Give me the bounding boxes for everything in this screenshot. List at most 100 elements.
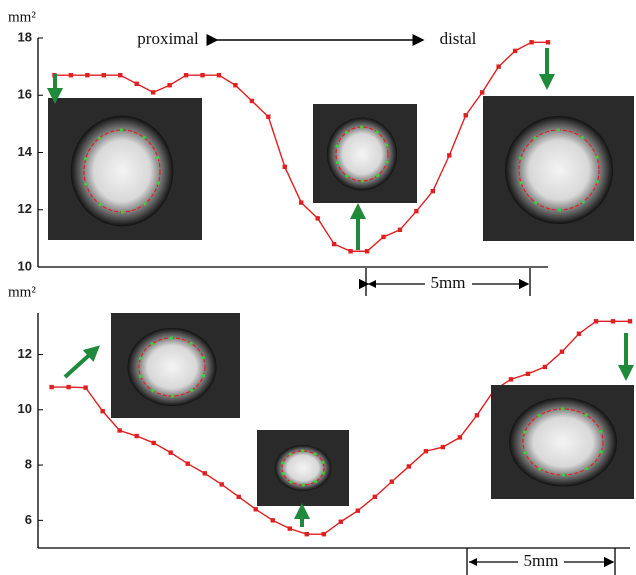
data-point: [373, 495, 377, 499]
data-point: [414, 209, 418, 213]
data-point: [151, 90, 155, 94]
y-tick-label: 8: [25, 456, 32, 471]
contour-point: [336, 161, 339, 164]
contour-point: [345, 131, 348, 134]
data-point: [509, 377, 513, 381]
contour-point: [151, 389, 154, 392]
image-blob: [509, 397, 617, 486]
contour-point: [385, 160, 388, 163]
contour-point: [289, 480, 292, 483]
data-point: [464, 113, 468, 117]
contour-point: [156, 156, 159, 159]
inset-image: [257, 430, 349, 506]
data-point: [611, 319, 615, 323]
data-point: [271, 518, 275, 522]
data-point: [480, 90, 484, 94]
data-point: [475, 413, 479, 417]
contour-point: [282, 472, 285, 475]
data-point: [339, 520, 343, 524]
contour-point: [98, 137, 101, 140]
y-tick-label: 10: [18, 258, 32, 273]
contour-point: [321, 471, 324, 474]
data-point: [237, 495, 241, 499]
contour-point: [385, 144, 388, 147]
data-point: [135, 82, 139, 86]
data-point: [315, 216, 319, 220]
data-point: [458, 435, 462, 439]
image-blob: [505, 116, 613, 224]
contour-point: [534, 201, 537, 204]
contour-point: [557, 128, 560, 131]
data-point: [203, 471, 207, 475]
contour-point: [580, 136, 583, 139]
contour-point: [595, 156, 598, 159]
data-point: [266, 115, 270, 119]
data-point: [381, 235, 385, 239]
contour-point: [120, 128, 123, 131]
contour-point: [537, 414, 540, 417]
data-point: [250, 99, 254, 103]
data-point: [118, 73, 122, 77]
contour-point: [143, 202, 146, 205]
contour-point: [321, 461, 324, 464]
contour-point: [336, 144, 339, 147]
inset-image: [313, 104, 417, 203]
y-axis-label: mm²: [8, 284, 36, 300]
data-point: [594, 319, 598, 323]
image-blob: [71, 116, 174, 227]
data-point: [356, 508, 360, 512]
contour-point: [596, 180, 599, 183]
contour-point: [376, 174, 379, 177]
contour-point: [84, 157, 87, 160]
contour-point: [345, 174, 348, 177]
contour-point: [533, 136, 536, 139]
data-point: [299, 200, 303, 204]
contour-point: [523, 431, 526, 434]
contour-point: [189, 342, 192, 345]
annotation: distal: [440, 29, 477, 48]
data-point: [49, 385, 53, 389]
y-tick-label: 6: [25, 512, 32, 527]
data-point: [305, 532, 309, 536]
contour-point: [142, 136, 145, 139]
contour-point: [314, 453, 317, 456]
data-point: [102, 73, 106, 77]
data-point: [200, 73, 204, 77]
data-point: [83, 385, 87, 389]
data-point: [390, 479, 394, 483]
contour-point: [170, 336, 173, 339]
data-point: [168, 450, 172, 454]
inset-image: [491, 385, 634, 499]
scale-label: 5mm: [431, 273, 466, 292]
contour-point: [302, 483, 305, 486]
data-point: [431, 189, 435, 193]
y-tick-label: 12: [18, 346, 32, 361]
inset-image: [48, 98, 202, 240]
data-point: [186, 461, 190, 465]
data-point: [288, 526, 292, 530]
contour-point: [361, 179, 364, 182]
data-point: [117, 428, 121, 432]
image-blob: [127, 328, 216, 406]
y-tick-label: 18: [18, 29, 32, 44]
contour-point: [139, 375, 142, 378]
y-tick-label: 16: [18, 87, 32, 102]
contour-point: [561, 407, 564, 410]
contour-point: [202, 356, 205, 359]
chart: proximal distal 5mm 5mm mm²1012141618mm²…: [0, 0, 636, 575]
data-point: [543, 365, 547, 369]
data-point: [546, 40, 550, 44]
contour-point: [151, 342, 154, 345]
y-tick-label: 10: [18, 401, 32, 416]
contour-point: [584, 413, 587, 416]
contour-point: [157, 182, 160, 185]
data-point: [69, 73, 73, 77]
data-point: [628, 319, 632, 323]
contour-point: [360, 125, 363, 128]
contour-point: [314, 480, 317, 483]
data-point: [424, 449, 428, 453]
contour-point: [99, 203, 102, 206]
contour-point: [538, 467, 541, 470]
data-point: [560, 350, 564, 354]
data-point: [151, 441, 155, 445]
